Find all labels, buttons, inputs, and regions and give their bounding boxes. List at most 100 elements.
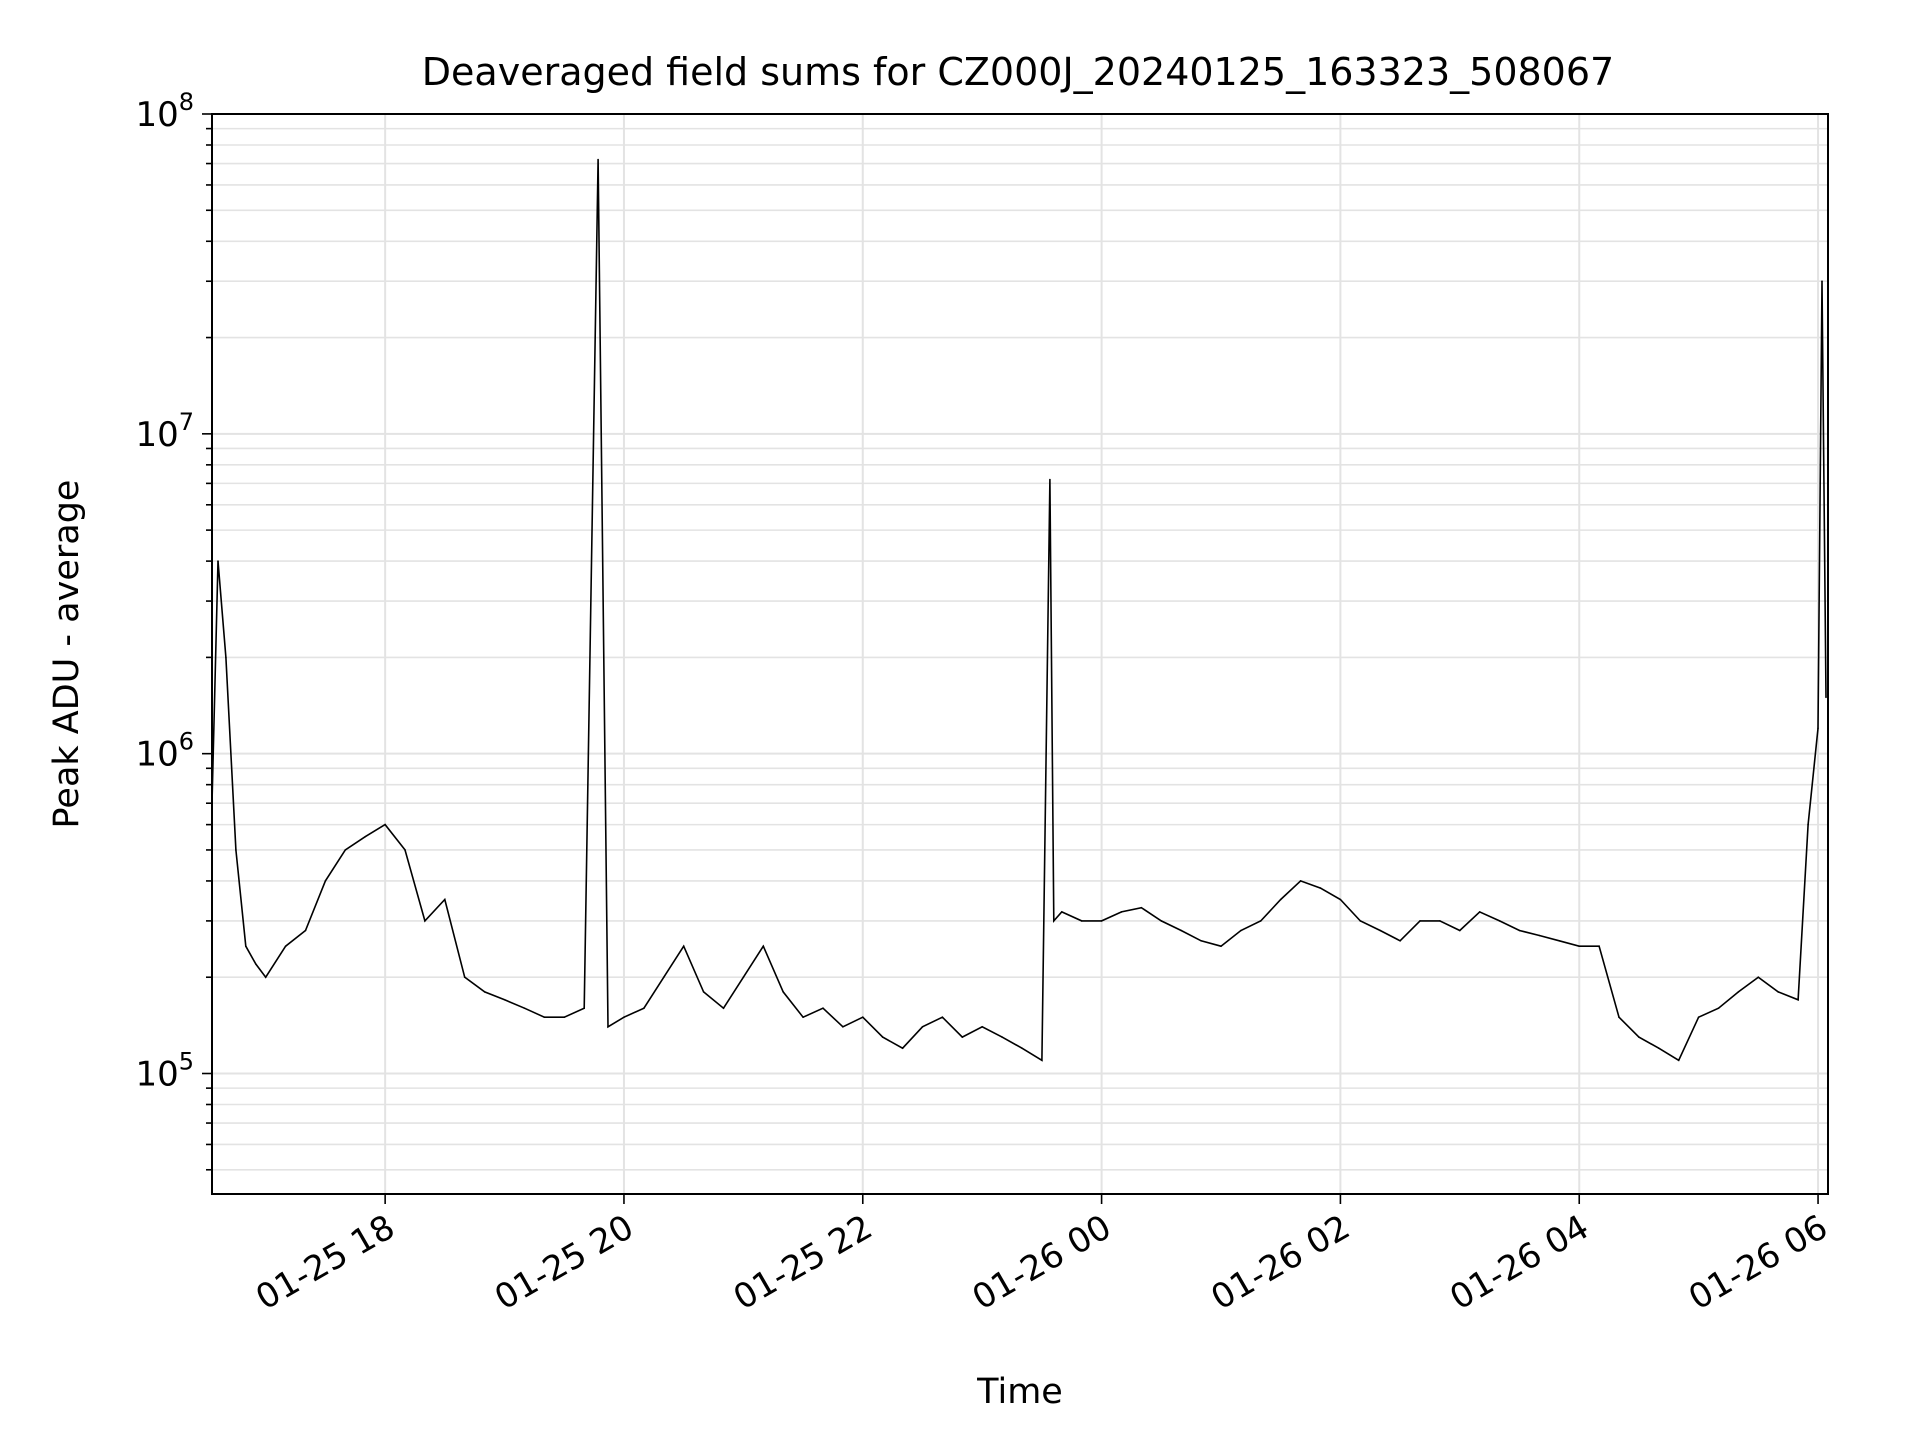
y-tick-exponent: 7 [179,408,194,436]
data-point [901,1047,904,1049]
data-point [1080,920,1083,922]
data-point [1049,478,1051,481]
data-point [255,963,257,965]
y-tick-label: 105 [135,1048,194,1095]
data-point [264,976,267,978]
data-point [1598,945,1600,947]
y-tick-label: 107 [135,408,194,455]
data-point [284,945,287,947]
data-point [543,1016,546,1018]
data-point [941,1016,944,1018]
data-point [1220,945,1222,947]
data-point [364,835,367,838]
data-point [1339,898,1342,901]
data-point [881,1036,884,1038]
y-tick-base: 10 [135,1055,178,1095]
data-point [1439,920,1441,922]
y-tick-label: 106 [135,728,194,775]
data-point [483,991,486,993]
data-point [1558,940,1561,942]
y-tick-label: 108 [135,88,194,135]
data-point [1379,929,1381,932]
data-point [981,1026,983,1028]
data-point [1319,887,1322,889]
data-point [961,1036,964,1038]
chart-title: Deaveraged field sums for CZ000J_2024012… [422,50,1614,94]
data-point [1053,920,1055,922]
data-point [1200,940,1202,942]
data-point [503,999,506,1001]
data-point [597,158,599,161]
data-point [1518,929,1521,932]
data-point [921,1026,924,1028]
data-point [344,849,347,851]
data-point [245,945,247,947]
data-point [1419,920,1421,922]
data-point [424,920,426,922]
data-point [404,849,406,851]
data-point [1459,929,1461,932]
data-point [1777,991,1779,993]
data-point [1260,920,1262,922]
data-point [1498,920,1501,922]
data-point [1717,1007,1720,1009]
data-point [1821,280,1823,283]
plot-frame [211,113,1829,1195]
data-point [1160,920,1163,922]
data-point [1658,1047,1660,1049]
data-point [583,1007,585,1009]
data-point [762,945,765,947]
y-tick-exponent: 5 [179,1048,194,1076]
data-point [1100,920,1103,922]
data-point [463,976,466,978]
data-point [1538,934,1541,937]
data-point [1180,929,1182,932]
data-point [607,1026,609,1028]
y-tick-base: 10 [135,735,178,775]
data-point [1797,999,1799,1001]
data-point [523,1007,526,1009]
data-point [1817,727,1819,730]
y-tick-base: 10 [135,415,178,455]
data-point [563,1016,566,1018]
data-point [1120,911,1123,913]
data-point [1618,1016,1620,1018]
data-point [1399,940,1401,942]
data-point [444,898,446,901]
data-point [822,1007,824,1009]
data-point [1578,945,1580,947]
data-point [217,560,219,562]
data-point [682,945,685,947]
data-point [842,1026,844,1028]
data-point [1478,911,1481,913]
y-tick-exponent: 8 [179,88,194,116]
data-point [1697,1016,1700,1018]
data-point [384,823,386,826]
data-point [1359,920,1362,922]
grid [212,113,1828,1194]
data-point [225,656,227,659]
data-point [742,976,745,978]
series-group [211,158,1827,1062]
data-point [304,929,307,932]
data-point [1279,898,1282,901]
data-point [1140,906,1143,909]
data-point [782,991,784,993]
data-point [1807,823,1809,826]
data-point [722,1007,725,1009]
data-point [623,1016,625,1018]
data-point [643,1007,645,1009]
data-point [1677,1059,1680,1062]
data-point [1041,1059,1043,1062]
data-point [1737,991,1740,993]
data-point [324,880,327,882]
x-axis-label: Time [976,1372,1063,1412]
data-point [1021,1047,1023,1049]
data-point [1299,880,1302,882]
data-point [862,1016,864,1018]
data-point [802,1016,804,1018]
y-tick-exponent: 6 [179,728,194,756]
